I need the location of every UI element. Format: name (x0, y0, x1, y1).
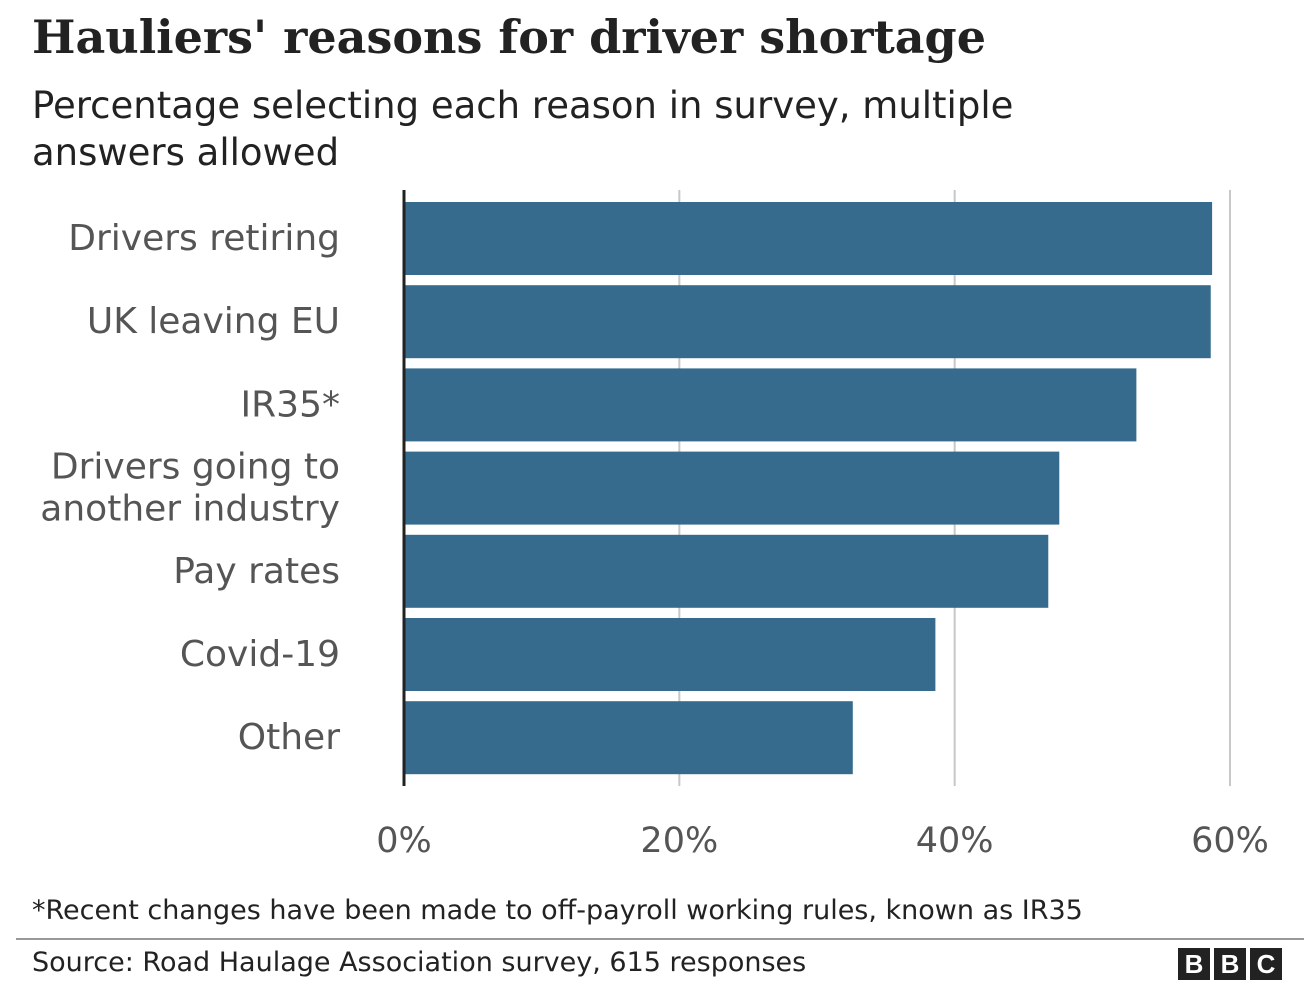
category-label-line: Other (238, 717, 340, 758)
category-label-line: UK leaving EU (87, 301, 340, 342)
category-label-line: Drivers going to (51, 447, 340, 488)
bar (404, 618, 936, 691)
footer-divider (16, 938, 1304, 940)
bar (404, 451, 1060, 525)
x-tick-label: 40% (916, 821, 994, 861)
category-label: Drivers retiring (68, 218, 340, 259)
category-label-line: Pay rates (173, 551, 340, 592)
footnote: *Recent changes have been made to off-pa… (32, 895, 1083, 926)
bar (404, 701, 853, 775)
bbc-logo-letter: B (1214, 948, 1246, 980)
category-labels: Drivers retiring UK leaving EU IR35* Driver… (40, 218, 340, 758)
category-label: Drivers going to another industry (40, 447, 340, 530)
category-label-line: another industry (40, 489, 340, 530)
bbc-logo-letter: C (1250, 948, 1282, 980)
x-tick-label: 20% (640, 821, 718, 861)
category-label-line: Covid-19 (180, 634, 340, 675)
category-label: Pay rates (173, 551, 340, 592)
bars (404, 202, 1213, 775)
bar-chart: Drivers retiring UK leaving EU IR35* Driver… (40, 190, 1269, 861)
bbc-logo: B B C (1178, 948, 1282, 980)
category-label: IR35* (241, 384, 340, 425)
bar (404, 285, 1211, 359)
x-tick-label: 60% (1191, 821, 1269, 861)
x-tick-labels: 0% 20% 40% 60% (376, 821, 1269, 861)
category-label: Covid-19 (180, 634, 340, 675)
category-label-line: Drivers retiring (68, 218, 340, 259)
x-tick-label: 0% (376, 821, 432, 861)
source-note: Source: Road Haulage Association survey,… (32, 947, 807, 978)
chart-subtitle: Percentage selecting each reason in surv… (32, 84, 1014, 174)
category-label-line: IR35* (241, 384, 340, 425)
bar (404, 534, 1049, 608)
bbc-logo-letter: B (1178, 948, 1210, 980)
category-label: Other (238, 717, 340, 758)
bar (404, 202, 1213, 275)
category-label: UK leaving EU (87, 301, 340, 342)
chart-title: Hauliers' reasons for driver shortage (32, 10, 986, 64)
bar (404, 368, 1137, 442)
